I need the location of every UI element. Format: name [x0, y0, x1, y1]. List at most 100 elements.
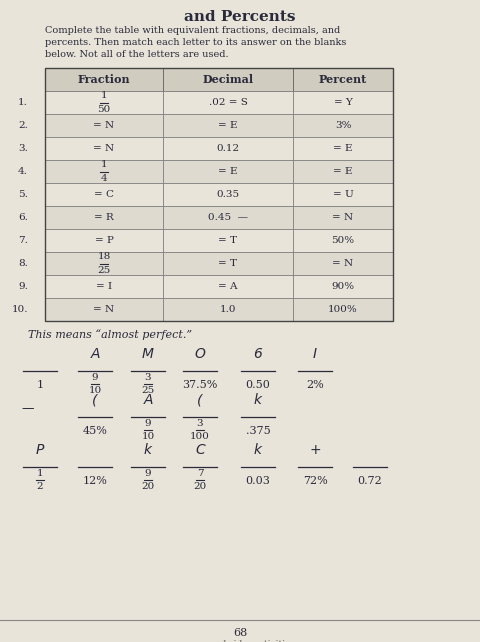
Text: = E: = E	[333, 144, 353, 153]
Text: 7.: 7.	[18, 236, 28, 245]
Text: 12%: 12%	[83, 476, 108, 486]
Text: 3.: 3.	[18, 144, 28, 153]
Text: 3: 3	[197, 419, 204, 428]
Text: k: k	[254, 443, 262, 457]
Bar	[163, 91, 293, 114]
Bar	[163, 206, 293, 229]
Text: 1.0: 1.0	[220, 305, 236, 314]
Text: 9: 9	[144, 469, 151, 478]
Bar	[293, 137, 393, 160]
Text: 0.50: 0.50	[246, 380, 270, 390]
Text: 0.35: 0.35	[216, 190, 240, 199]
Text: 0.45  —: 0.45 —	[208, 213, 248, 222]
Text: O: O	[194, 347, 205, 361]
Bar	[293, 68, 393, 91]
Text: = P: = P	[95, 236, 113, 245]
Bar	[163, 183, 293, 206]
Bar	[45, 68, 393, 321]
Text: 7: 7	[197, 469, 204, 478]
Text: .02 = S: .02 = S	[209, 98, 247, 107]
Bar	[45, 160, 163, 183]
Text: 9: 9	[144, 419, 151, 428]
Text: 37.5%: 37.5%	[182, 380, 218, 390]
Text: (: (	[197, 393, 203, 407]
Text: k: k	[144, 443, 152, 457]
Text: 1.: 1.	[18, 98, 28, 107]
Bar	[293, 229, 393, 252]
Text: 50: 50	[97, 105, 110, 114]
Text: = I: = I	[96, 282, 112, 291]
Text: 3: 3	[144, 373, 151, 382]
Text: 1: 1	[36, 469, 43, 478]
Text: 1: 1	[36, 380, 44, 390]
Text: .375: .375	[246, 426, 270, 436]
Bar	[163, 252, 293, 275]
Text: 1: 1	[101, 91, 108, 100]
Text: 2.: 2.	[18, 121, 28, 130]
Text: 3%: 3%	[335, 121, 351, 130]
Text: Complete the table with equivalent fractions, decimals, and
percents. Then match: Complete the table with equivalent fract…	[45, 26, 347, 58]
Text: 18: 18	[97, 252, 110, 261]
Text: M: M	[142, 347, 154, 361]
Bar	[163, 275, 293, 298]
Text: 20: 20	[142, 482, 155, 491]
Bar	[163, 160, 293, 183]
Text: = N: = N	[333, 213, 354, 222]
Bar	[293, 91, 393, 114]
Text: 1: 1	[101, 160, 108, 169]
Text: A: A	[90, 347, 100, 361]
Bar	[45, 229, 163, 252]
Text: Fraction: Fraction	[78, 74, 130, 85]
Bar	[45, 137, 163, 160]
Text: 45%: 45%	[83, 426, 108, 436]
Text: = T: = T	[218, 236, 238, 245]
Text: 4: 4	[101, 173, 108, 182]
Text: A: A	[143, 393, 153, 407]
Bar	[45, 206, 163, 229]
Text: = E: = E	[218, 121, 238, 130]
Text: 25: 25	[142, 386, 155, 395]
Bar	[163, 68, 293, 91]
Text: www.summerbridgeactivities.com: www.summerbridgeactivities.com	[162, 640, 318, 642]
Bar	[163, 298, 293, 321]
Bar	[45, 252, 163, 275]
Bar	[45, 91, 163, 114]
Text: 10: 10	[88, 386, 102, 395]
Bar	[293, 298, 393, 321]
Text: = U: = U	[333, 190, 353, 199]
Bar	[293, 160, 393, 183]
Text: 6: 6	[253, 347, 263, 361]
Bar	[45, 298, 163, 321]
Bar	[45, 183, 163, 206]
Text: C: C	[195, 443, 205, 457]
Bar	[45, 68, 163, 91]
Bar	[163, 137, 293, 160]
Text: = R: = R	[94, 213, 114, 222]
Bar	[293, 206, 393, 229]
Text: 100%: 100%	[328, 305, 358, 314]
Text: 10: 10	[142, 432, 155, 441]
Text: 0.03: 0.03	[246, 476, 270, 486]
Bar	[163, 114, 293, 137]
Text: 2%: 2%	[306, 380, 324, 390]
Text: This means “almost perfect.”: This means “almost perfect.”	[28, 329, 192, 340]
Text: 2: 2	[36, 482, 43, 491]
Text: 0.72: 0.72	[358, 476, 383, 486]
Text: 90%: 90%	[331, 282, 355, 291]
Bar	[293, 183, 393, 206]
Text: = N: = N	[333, 259, 354, 268]
Text: and Percents: and Percents	[184, 10, 296, 24]
Text: 10.: 10.	[12, 305, 28, 314]
Text: = C: = C	[94, 190, 114, 199]
Bar	[163, 229, 293, 252]
Text: = Y: = Y	[334, 98, 352, 107]
Bar	[293, 114, 393, 137]
Text: Percent: Percent	[319, 74, 367, 85]
Text: 8.: 8.	[18, 259, 28, 268]
Text: 9.: 9.	[18, 282, 28, 291]
Text: (: (	[92, 393, 98, 407]
Bar	[293, 252, 393, 275]
Text: = T: = T	[218, 259, 238, 268]
Text: 6.: 6.	[18, 213, 28, 222]
Bar	[45, 114, 163, 137]
